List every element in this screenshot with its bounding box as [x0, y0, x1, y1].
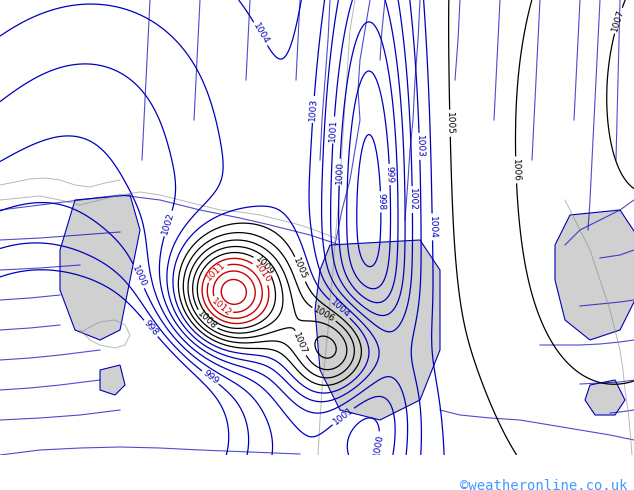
Text: Sa 08-06-2024 18:00 UTC (12+54): Sa 08-06-2024 18:00 UTC (12+54): [345, 460, 628, 475]
Text: 1007: 1007: [611, 8, 626, 33]
Text: 1003: 1003: [308, 98, 319, 121]
Text: 998: 998: [376, 193, 385, 211]
Text: 999: 999: [385, 166, 394, 183]
Text: 1011: 1011: [204, 260, 227, 283]
Text: 1004: 1004: [328, 298, 351, 320]
Polygon shape: [60, 195, 140, 340]
Text: ©weatheronline.co.uk: ©weatheronline.co.uk: [460, 479, 628, 490]
Polygon shape: [315, 240, 440, 420]
Text: 1005: 1005: [445, 112, 455, 135]
Text: 1009: 1009: [253, 254, 275, 277]
Text: 1000: 1000: [335, 161, 344, 184]
Text: 1002: 1002: [408, 188, 417, 211]
Text: 1000: 1000: [372, 433, 385, 457]
Text: 1005: 1005: [292, 257, 309, 281]
Polygon shape: [555, 210, 634, 340]
Text: Surface pressure [hPa] ECMWF: Surface pressure [hPa] ECMWF: [6, 462, 262, 476]
Text: 1000: 1000: [130, 264, 148, 288]
Text: 1003: 1003: [415, 135, 424, 158]
Text: 1001: 1001: [332, 406, 355, 427]
Text: 1012: 1012: [209, 296, 233, 318]
Text: 1007: 1007: [292, 331, 309, 356]
Polygon shape: [585, 380, 625, 415]
Text: 1006: 1006: [511, 158, 521, 182]
Text: 1004: 1004: [251, 22, 270, 46]
Text: 999: 999: [201, 368, 220, 386]
Text: 998: 998: [142, 319, 160, 338]
Text: 1004: 1004: [427, 216, 437, 239]
Text: 1001: 1001: [328, 118, 339, 142]
Polygon shape: [100, 365, 125, 395]
Text: 1002: 1002: [160, 211, 176, 236]
Text: 1006: 1006: [312, 304, 337, 324]
Text: 1010: 1010: [252, 261, 273, 285]
Text: 1008: 1008: [195, 309, 218, 332]
